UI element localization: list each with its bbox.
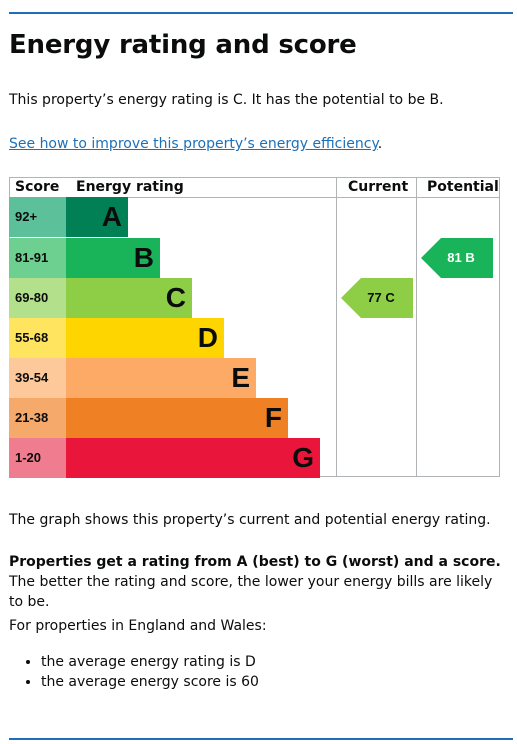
chart-top-border — [9, 177, 500, 178]
chart-right-border — [499, 177, 500, 477]
bottom-divider — [9, 738, 513, 740]
current-arrow-shape — [341, 278, 413, 318]
potential-column-divider — [416, 177, 417, 477]
averages-list: the average energy rating is D the avera… — [9, 652, 259, 692]
band-score-d: 55-68 — [9, 318, 66, 358]
rating-explanation-rest: The better the rating and score, the low… — [9, 574, 493, 610]
chart-header-border — [9, 197, 500, 198]
band-letter-g: G — [292, 442, 314, 473]
rating-explanation: Properties get a rating from A (best) to… — [9, 552, 509, 612]
list-item: the average energy score is 60 — [41, 672, 259, 692]
page-title: Energy rating and score — [9, 30, 357, 60]
band-score-b: 81-91 — [9, 238, 66, 278]
energy-rating-header: Energy rating — [76, 179, 184, 195]
band-row-f: 21-38 F — [9, 398, 329, 438]
improve-link-paragraph: See how to improve this property’s energ… — [9, 134, 382, 154]
potential-rating-arrow: 81 B — [421, 238, 493, 278]
band-bar-f: F — [66, 398, 288, 438]
current-header: Current — [348, 179, 409, 195]
potential-rating-label: 81 B — [447, 250, 475, 265]
score-header: Score — [15, 179, 60, 195]
band-bar-g: G — [66, 438, 320, 478]
band-bar-c: C — [66, 278, 192, 318]
list-item: the average energy rating is D — [41, 652, 259, 672]
current-rating-label: 77 C — [367, 290, 395, 305]
top-divider — [9, 12, 513, 14]
band-letter-c: C — [165, 282, 186, 313]
energy-rating-summary: This property’s energy rating is C. It h… — [9, 92, 444, 108]
link-suffix: . — [377, 136, 383, 152]
band-score-f: 21-38 — [9, 398, 66, 438]
band-bar-e: E — [66, 358, 256, 398]
band-row-g: 1-20 G — [9, 438, 329, 478]
improve-efficiency-link[interactable]: See how to improve this property’s energ… — [9, 136, 378, 152]
england-wales-label: For properties in England and Wales: — [9, 618, 267, 634]
potential-header: Potential — [427, 179, 499, 195]
band-row-a: 92+ A — [9, 197, 329, 237]
band-letter-f: F — [264, 402, 282, 433]
band-row-e: 39-54 E — [9, 358, 329, 398]
band-score-e: 39-54 — [9, 358, 66, 398]
graph-description: The graph shows this property’s current … — [9, 512, 491, 528]
band-letter-d: D — [197, 322, 218, 353]
current-column-divider — [336, 177, 337, 477]
band-letter-a: A — [101, 201, 122, 232]
band-letter-e: E — [231, 362, 250, 393]
band-bar-b: B — [66, 238, 160, 278]
rating-explanation-bold: Properties get a rating from A (best) to… — [9, 554, 501, 570]
band-score-c: 69-80 — [9, 278, 66, 318]
band-row-b: 81-91 B — [9, 238, 329, 278]
band-score-g: 1-20 — [9, 438, 66, 478]
band-row-c: 69-80 C — [9, 278, 329, 318]
band-letter-b: B — [133, 242, 154, 273]
band-bar-a: A — [66, 197, 128, 237]
band-score-a: 92+ — [9, 197, 66, 237]
energy-rating-chart: Score Energy rating Current Potential 92… — [9, 177, 500, 478]
band-bar-d: D — [66, 318, 224, 358]
band-row-d: 55-68 D — [9, 318, 329, 358]
current-rating-arrow: 77 C — [341, 278, 413, 318]
potential-arrow-shape — [421, 238, 493, 278]
